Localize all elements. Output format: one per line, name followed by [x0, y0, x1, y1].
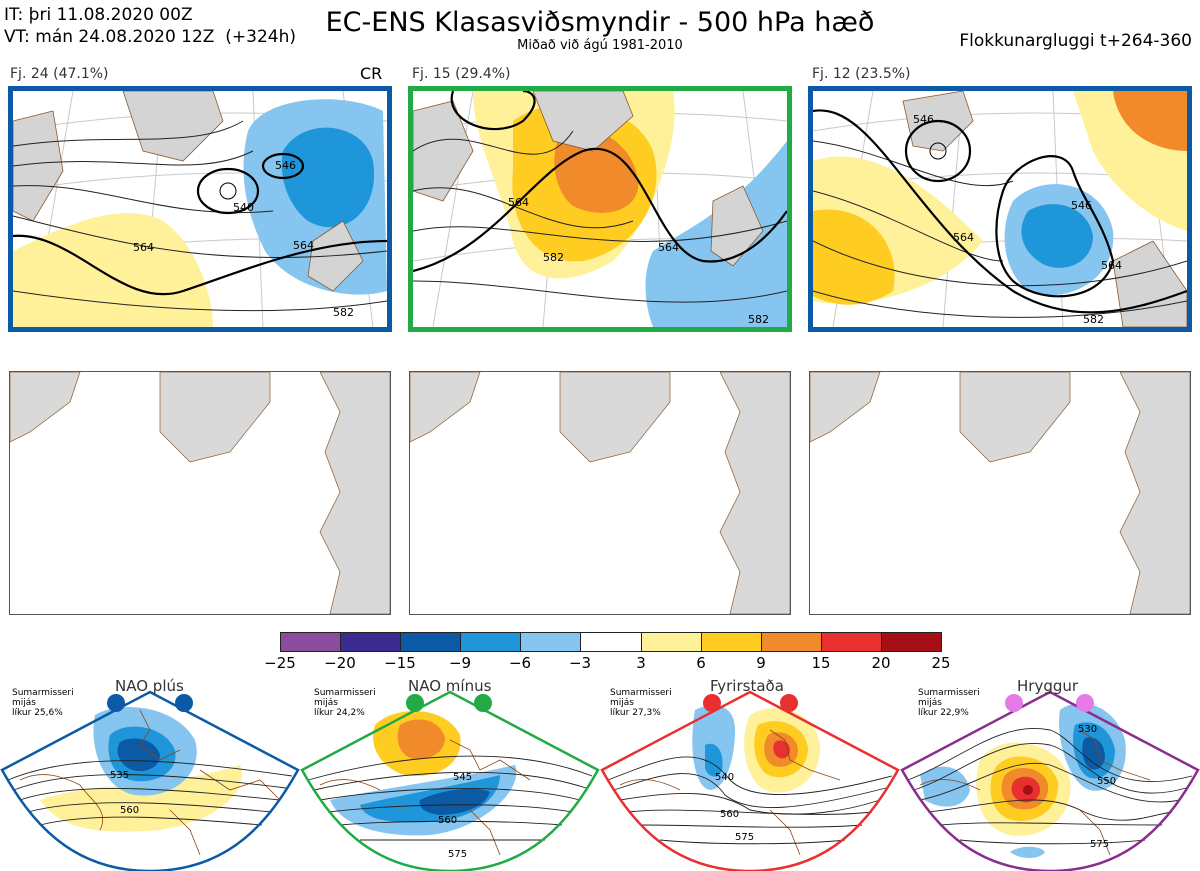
regime-fyrirstada: 540 560 575 Sumarmisseri mijás líkur 27,…	[600, 677, 900, 871]
colorbar-swatch	[341, 633, 402, 651]
contour-label: 560	[720, 809, 739, 820]
colorbar-swatch	[761, 633, 822, 651]
cluster-label-3: Fj. 12 (23.5%)	[812, 66, 911, 82]
regime-dot	[175, 694, 193, 712]
regime-desc: Sumarmisseri mijás líkur 22,9%	[918, 688, 980, 718]
colorbar-swatch	[641, 633, 702, 651]
contour-label: 560	[438, 815, 457, 826]
colorbar-tick: −15	[384, 654, 416, 672]
contour-label: 564	[1101, 259, 1122, 272]
cluster-map-3: 546 546 564 564 582	[808, 86, 1192, 332]
colorbar-swatch	[281, 633, 342, 651]
regime-title: NAO mínus	[408, 677, 492, 695]
regime-dot	[474, 694, 492, 712]
regime-dot	[703, 694, 721, 712]
colorbar-tick: 9	[756, 654, 766, 672]
colorbar	[280, 632, 942, 652]
page-subtitle: Miðað við ágú 1981-2010	[517, 38, 683, 53]
colorbar-swatch	[821, 633, 882, 651]
contour-label: 540	[233, 201, 254, 214]
regime-nao-plus: 535 560 Sumarmisseri mijás líkur 25,6% N…	[0, 677, 300, 871]
contour-label: 546	[275, 159, 296, 172]
contour-label: 564	[658, 241, 679, 254]
colorbar-tick: 20	[871, 654, 891, 672]
colorbar-tick: 15	[811, 654, 831, 672]
colorbar-swatch	[461, 633, 522, 651]
blank-map-3	[809, 371, 1191, 615]
contour-label: 575	[448, 849, 467, 860]
contour-label: 546	[913, 113, 934, 126]
cluster-map-2: 564 582 564 582	[408, 86, 792, 332]
contour-label: 582	[748, 313, 769, 326]
blank-map-1	[9, 371, 391, 615]
colorbar-tick: −20	[324, 654, 356, 672]
regime-title: NAO plús	[115, 677, 184, 695]
contour-label: 560	[120, 805, 139, 816]
regime-nao-minus: 545 560 575 Sumarmisseri mijás líkur 24,…	[300, 677, 600, 871]
colorbar-tick: −9	[448, 654, 472, 672]
regime-dot	[107, 694, 125, 712]
colorbar-swatch	[581, 633, 642, 651]
regime-desc: Sumarmisseri mijás líkur 27,3%	[610, 688, 672, 718]
regime-hryggur: 530 550 575 Sumarmisseri mijás líkur 22,…	[900, 677, 1200, 871]
colorbar-tick: −6	[508, 654, 532, 672]
init-time: IT: þri 11.08.2020 00Z	[4, 5, 193, 25]
colorbar-swatch	[401, 633, 462, 651]
regime-dot	[780, 694, 798, 712]
regime-desc: Sumarmisseri mijás líkur 25,6%	[12, 688, 74, 718]
cr-marker: CR	[360, 64, 383, 83]
colorbar-tick: 3	[636, 654, 646, 672]
cluster-label-1: Fj. 24 (47.1%)	[10, 66, 109, 82]
contour-label: 564	[508, 196, 529, 209]
regime-title: Hryggur	[1017, 677, 1079, 695]
colorbar-swatch	[881, 633, 942, 651]
regime-dot	[406, 694, 424, 712]
colorbar-swatch	[521, 633, 582, 651]
regime-desc: Sumarmisseri mijás líkur 24,2%	[314, 688, 376, 718]
cluster-map-1: 546 540 564 564 582	[8, 86, 392, 332]
contour-label: 564	[293, 239, 314, 252]
regime-dot	[1005, 694, 1023, 712]
colorbar-tick: 25	[931, 654, 951, 672]
contour-label: 575	[735, 832, 754, 843]
contour-label: 575	[1090, 839, 1109, 850]
contour-label: 564	[133, 241, 154, 254]
contour-label: 582	[543, 251, 564, 264]
page-title: EC-ENS Klasasviðsmyndir - 500 hPa hæð	[325, 7, 875, 38]
blank-map-2	[409, 371, 791, 615]
contour-label: 530	[1078, 724, 1097, 735]
cluster-label-2: Fj. 15 (29.4%)	[412, 66, 511, 82]
contour-label: 582	[333, 306, 354, 319]
contour-label: 535	[110, 770, 129, 781]
contour-label: 545	[453, 772, 472, 783]
contour-label: 550	[1097, 776, 1116, 787]
contour-label: 582	[1083, 313, 1104, 326]
colorbar-tick: −25	[264, 654, 296, 672]
contour-label: 564	[953, 231, 974, 244]
valid-time: VT: mán 24.08.2020 12Z (+324h)	[4, 27, 296, 47]
contour-label: 540	[715, 772, 734, 783]
regime-title: Fyrirstaða	[710, 677, 784, 695]
colorbar-swatch	[701, 633, 762, 651]
colorbar-tick: 6	[696, 654, 706, 672]
regime-dot	[1076, 694, 1094, 712]
colorbar-tick: −3	[568, 654, 592, 672]
contour-label: 546	[1071, 199, 1092, 212]
cluster-window: Flokkunargluggi t+264-360	[959, 31, 1192, 51]
